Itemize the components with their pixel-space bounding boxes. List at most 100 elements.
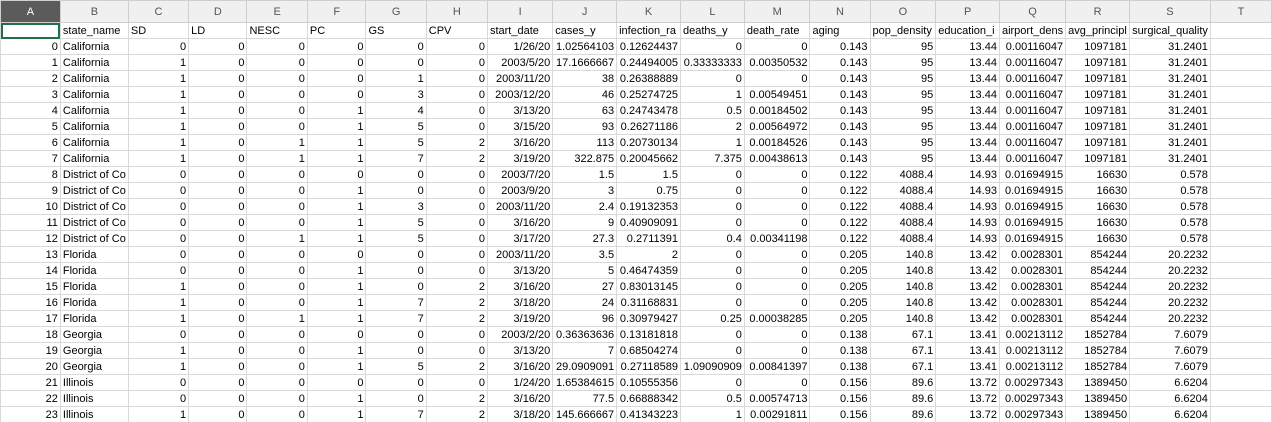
cell[interactable]: 77.5: [552, 390, 618, 407]
column-header-j[interactable]: J: [552, 0, 618, 23]
cell[interactable]: 16630: [1065, 214, 1131, 231]
cell[interactable]: 0: [246, 70, 308, 87]
cell[interactable]: 0: [425, 118, 488, 135]
cell[interactable]: [1209, 294, 1272, 311]
cell[interactable]: 0: [127, 230, 190, 247]
cell[interactable]: 0: [246, 390, 308, 407]
cell[interactable]: 1: [306, 310, 367, 327]
column-header-t[interactable]: T: [1209, 0, 1272, 23]
cell[interactable]: 1097181: [1065, 134, 1131, 151]
cell[interactable]: 0.578: [1129, 166, 1211, 183]
cell[interactable]: GS: [365, 22, 427, 39]
cell[interactable]: 13.41: [935, 326, 1000, 343]
cell[interactable]: Georgia: [59, 358, 129, 375]
cell[interactable]: 854244: [1065, 278, 1131, 295]
cell[interactable]: 0: [246, 246, 308, 263]
cell[interactable]: 0: [365, 182, 427, 199]
cell[interactable]: 4088.4: [869, 198, 937, 215]
cell[interactable]: 0: [679, 326, 745, 343]
cell[interactable]: 0: [246, 294, 308, 311]
cell[interactable]: 1: [246, 310, 308, 327]
cell[interactable]: 31.2401: [1129, 38, 1211, 55]
cell[interactable]: 0: [127, 166, 190, 183]
cell[interactable]: 0.122: [809, 182, 871, 199]
cell[interactable]: Florida: [59, 246, 129, 263]
cell[interactable]: 0: [679, 70, 745, 87]
cell[interactable]: 0: [743, 278, 811, 295]
cell[interactable]: [1209, 118, 1272, 135]
cell[interactable]: 2003/7/20: [486, 166, 554, 183]
cell[interactable]: 0: [246, 198, 308, 215]
cell[interactable]: 0: [743, 262, 811, 279]
cell[interactable]: 3: [0, 86, 61, 103]
cell[interactable]: 4088.4: [869, 182, 937, 199]
cell[interactable]: 0: [425, 86, 488, 103]
cell[interactable]: California: [59, 134, 129, 151]
cell[interactable]: 0: [679, 198, 745, 215]
cell[interactable]: 1097181: [1065, 102, 1131, 119]
cell[interactable]: 1852784: [1065, 342, 1131, 359]
column-header-n[interactable]: N: [809, 0, 871, 23]
cell[interactable]: 93: [552, 118, 618, 135]
cell[interactable]: CPV: [425, 22, 488, 39]
cell[interactable]: 3/13/20: [486, 262, 554, 279]
cell[interactable]: 0: [188, 310, 248, 327]
cell[interactable]: 20.2232: [1129, 262, 1211, 279]
cell[interactable]: 0: [0, 38, 61, 55]
cell[interactable]: 0.143: [809, 134, 871, 151]
cell[interactable]: 1: [306, 102, 367, 119]
cell[interactable]: 1: [306, 230, 367, 247]
cell[interactable]: [1209, 358, 1272, 375]
cell[interactable]: 1.02564103: [552, 38, 618, 55]
cell[interactable]: 0.00116047: [998, 54, 1067, 71]
cell[interactable]: 1: [679, 86, 745, 103]
cell[interactable]: 0: [306, 326, 367, 343]
cell[interactable]: 3/18/20: [486, 406, 554, 422]
cell[interactable]: 0.40909091: [616, 214, 681, 231]
cell[interactable]: 0: [188, 70, 248, 87]
cell[interactable]: 1: [306, 278, 367, 295]
cell[interactable]: 3.5: [552, 246, 618, 263]
cell[interactable]: 1: [306, 262, 367, 279]
cell[interactable]: 7.6079: [1129, 342, 1211, 359]
cell[interactable]: 1/26/20: [486, 38, 554, 55]
cell[interactable]: 0.01694915: [998, 166, 1067, 183]
cell[interactable]: 854244: [1065, 262, 1131, 279]
cell[interactable]: [1209, 278, 1272, 295]
cell[interactable]: 1: [246, 150, 308, 167]
cell[interactable]: 0.20730134: [616, 134, 681, 151]
cell[interactable]: Florida: [59, 262, 129, 279]
cell[interactable]: 13.44: [935, 38, 1000, 55]
cell[interactable]: 95: [869, 54, 937, 71]
cell[interactable]: [1209, 54, 1272, 71]
cell[interactable]: 0: [188, 134, 248, 151]
cell[interactable]: 20.2232: [1129, 294, 1211, 311]
cell[interactable]: 89.6: [869, 406, 937, 422]
cell[interactable]: 0: [188, 182, 248, 199]
cell[interactable]: 1389450: [1065, 374, 1131, 391]
cell[interactable]: 13.42: [935, 310, 1000, 327]
cell[interactable]: 1: [0, 54, 61, 71]
cell[interactable]: 0.00184526: [743, 134, 811, 151]
cell[interactable]: education_i: [935, 22, 1000, 39]
cell[interactable]: 0.68504274: [616, 342, 681, 359]
cell[interactable]: 0: [188, 198, 248, 215]
cell[interactable]: 0: [246, 278, 308, 295]
cell[interactable]: 1: [306, 294, 367, 311]
cell[interactable]: 1097181: [1065, 86, 1131, 103]
cell[interactable]: 14.93: [935, 230, 1000, 247]
cell[interactable]: 2: [425, 278, 488, 295]
cell[interactable]: infection_ra: [616, 22, 681, 39]
cell[interactable]: 0: [306, 374, 367, 391]
cell[interactable]: 0.19132353: [616, 198, 681, 215]
cell[interactable]: 46: [552, 86, 618, 103]
cell[interactable]: 0.00038285: [743, 310, 811, 327]
cell[interactable]: 1.5: [552, 166, 618, 183]
cell[interactable]: 0: [306, 166, 367, 183]
column-header-h[interactable]: H: [425, 0, 488, 23]
cell[interactable]: 1: [306, 342, 367, 359]
cell[interactable]: [1209, 70, 1272, 87]
cell[interactable]: 0: [306, 70, 367, 87]
cell[interactable]: 0: [679, 214, 745, 231]
cell[interactable]: 5: [552, 262, 618, 279]
